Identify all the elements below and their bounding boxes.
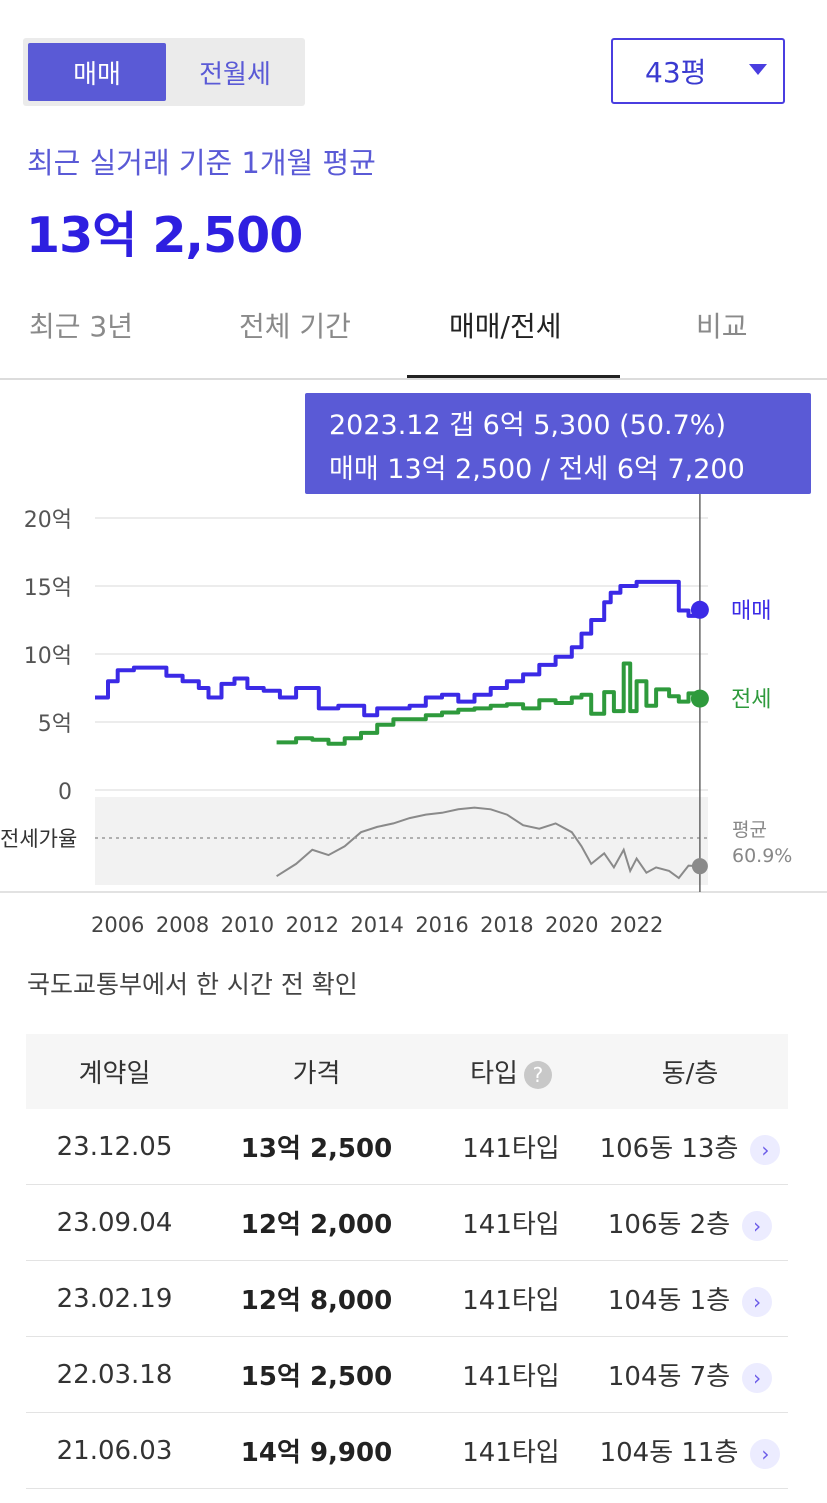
row-unit-cell: 104동 11층 › bbox=[592, 1412, 788, 1489]
y-tick-label: 5억 bbox=[38, 712, 72, 737]
row-type: 141타입 bbox=[430, 1336, 592, 1413]
row-price: 12억 2,000 bbox=[203, 1184, 430, 1261]
chevron-right-icon[interactable]: › bbox=[742, 1362, 773, 1393]
tab-divider bbox=[0, 378, 827, 380]
jeonse-ratio-line bbox=[276, 806, 700, 880]
chevron-right-icon[interactable]: › bbox=[750, 1134, 781, 1165]
row-price: 12억 8,000 bbox=[203, 1260, 430, 1337]
area-dropdown[interactable]: 43평 bbox=[611, 38, 785, 104]
area-dropdown-value: 43평 bbox=[645, 56, 707, 89]
jeonse-series-label: 전세 bbox=[731, 688, 771, 713]
x-tick-label: 2012 bbox=[286, 913, 339, 937]
row-type: 141타입 bbox=[430, 1184, 592, 1261]
sale-toggle-button[interactable]: 매매 bbox=[28, 43, 166, 101]
ratio-average-value: 60.9% bbox=[732, 845, 792, 867]
table-row[interactable]: 22.03.18 15억 2,500 141타입 104동 7층 › bbox=[26, 1336, 788, 1413]
y-tick-label: 20억 bbox=[24, 508, 72, 533]
tab-compare[interactable]: 비교 bbox=[696, 310, 748, 343]
jeonse-end-marker bbox=[690, 689, 709, 708]
x-tick-label: 2016 bbox=[415, 913, 468, 937]
tooltip-gap-line: 2023.12 갭 6억 5,300 (50.7%) bbox=[329, 410, 726, 441]
chevron-right-icon[interactable]: › bbox=[750, 1438, 781, 1469]
y-tick-label: 0 bbox=[58, 780, 72, 805]
y-tick-label: 10억 bbox=[24, 644, 72, 669]
trade-type-segment: 매매 전월세 bbox=[23, 38, 305, 106]
row-unit: 104동 11층 bbox=[599, 1438, 739, 1468]
transaction-table: 계약일 가격 타입? 동/층 23.12.05 13억 2,500 141타입 … bbox=[26, 1034, 788, 1489]
row-type: 141타입 bbox=[430, 1109, 592, 1185]
row-unit: 104동 1층 bbox=[607, 1286, 731, 1316]
table-row[interactable]: 23.09.04 12억 2,000 141타입 106동 2층 › bbox=[26, 1184, 788, 1261]
tab-all-period[interactable]: 전체 기간 bbox=[239, 310, 351, 343]
ratio-panel-label: 전세가율 bbox=[0, 827, 77, 851]
chevron-right-icon[interactable]: › bbox=[742, 1286, 773, 1317]
average-price: 13억 2,500 bbox=[26, 207, 303, 264]
sale-end-marker bbox=[690, 600, 709, 619]
row-price: 14억 9,900 bbox=[203, 1412, 430, 1489]
row-unit: 106동 2층 bbox=[607, 1210, 731, 1240]
y-tick-label: 15억 bbox=[24, 576, 72, 601]
header-unit: 동/층 bbox=[592, 1034, 788, 1109]
ratio-end-marker bbox=[691, 858, 708, 875]
x-tick-label: 2008 bbox=[156, 913, 209, 937]
jeonse-line bbox=[276, 661, 702, 746]
table-row[interactable]: 23.12.05 13억 2,500 141타입 106동 13층 › bbox=[26, 1109, 788, 1185]
table-header-row: 계약일 가격 타입? 동/층 bbox=[26, 1034, 788, 1109]
x-tick-label: 2006 bbox=[91, 913, 144, 937]
x-tick-label: 2014 bbox=[350, 913, 403, 937]
header-type: 타입? bbox=[430, 1034, 592, 1109]
help-icon[interactable]: ? bbox=[523, 1060, 552, 1089]
row-unit-cell: 104동 1층 › bbox=[592, 1260, 788, 1337]
row-unit: 106동 13층 bbox=[599, 1134, 739, 1164]
row-date: 22.03.18 bbox=[26, 1336, 203, 1413]
row-date: 23.12.05 bbox=[26, 1109, 203, 1185]
caret-down-icon bbox=[749, 64, 767, 75]
tooltip-price-line: 매매 13억 2,500 / 전세 6억 7,200 bbox=[329, 454, 745, 485]
tab-sale-jeonse[interactable]: 매매/전세 bbox=[449, 310, 562, 343]
source-note: 국도교통부에서 한 시간 전 확인 bbox=[27, 970, 358, 999]
x-tick-label: 2018 bbox=[480, 913, 533, 937]
x-tick-label: 2022 bbox=[610, 913, 663, 937]
average-price-caption: 최근 실거래 기준 1개월 평균 bbox=[27, 146, 376, 180]
row-unit-cell: 106동 2층 › bbox=[592, 1184, 788, 1261]
row-date: 23.09.04 bbox=[26, 1184, 203, 1261]
ratio-average-label: 평균 bbox=[732, 819, 767, 841]
header-price: 가격 bbox=[203, 1034, 430, 1109]
table-row[interactable]: 23.02.19 12억 8,000 141타입 104동 1층 › bbox=[26, 1260, 788, 1337]
row-type: 141타입 bbox=[430, 1412, 592, 1489]
row-unit-cell: 104동 7층 › bbox=[592, 1336, 788, 1413]
chevron-right-icon[interactable]: › bbox=[742, 1210, 773, 1241]
x-tick-label: 2010 bbox=[221, 913, 274, 937]
active-tab-indicator bbox=[407, 375, 620, 378]
ratio-panel-background bbox=[95, 797, 708, 885]
tab-recent-3-years[interactable]: 최근 3년 bbox=[29, 310, 133, 343]
row-date: 21.06.03 bbox=[26, 1412, 203, 1489]
row-unit-cell: 106동 13층 › bbox=[592, 1109, 788, 1185]
row-unit: 104동 7층 bbox=[607, 1362, 731, 1392]
row-price: 15억 2,500 bbox=[203, 1336, 430, 1413]
row-price: 13억 2,500 bbox=[203, 1109, 430, 1185]
sale-line bbox=[95, 579, 702, 718]
row-type: 141타입 bbox=[430, 1260, 592, 1337]
table-row[interactable]: 21.06.03 14억 9,900 141타입 104동 11층 › bbox=[26, 1412, 788, 1489]
row-date: 23.02.19 bbox=[26, 1260, 203, 1337]
header-type-label: 타입 bbox=[470, 1059, 518, 1089]
price-chart[interactable]: 20억 15억 10억 5억 0 2006 2008 2010 2012 2014 2016 2018… bbox=[0, 380, 827, 950]
x-tick-label: 2020 bbox=[545, 913, 598, 937]
header-date: 계약일 bbox=[26, 1034, 203, 1109]
sale-series-label: 매매 bbox=[731, 599, 771, 624]
rent-toggle-button[interactable]: 전월세 bbox=[166, 43, 304, 101]
chart-tooltip: 2023.12 갭 6억 5,300 (50.7%) 매매 13억 2,500 … bbox=[305, 393, 811, 494]
